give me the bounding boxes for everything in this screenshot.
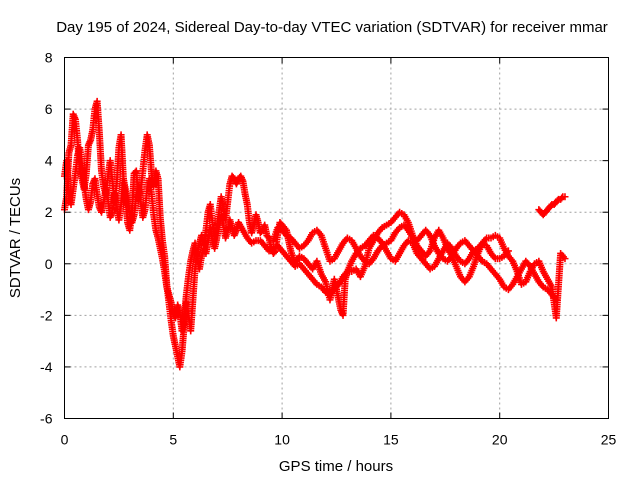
x-tick-labels: 0 5 10 15 20 25 [61, 432, 617, 448]
grid-lines [64, 57, 609, 419]
y-axis-label: SDTVAR / TECUs [7, 178, 24, 298]
y-tick-label: 8 [45, 50, 53, 66]
y-tick-label: 0 [45, 256, 53, 272]
data-point-marker [561, 255, 569, 263]
data-point-marker [264, 233, 272, 241]
y-tick-label: -2 [40, 307, 53, 323]
data-point-marker [547, 202, 555, 210]
x-tick-label: 15 [383, 432, 399, 448]
data-point-marker [504, 247, 512, 255]
data-point-marker [553, 197, 561, 205]
data-point-marker [552, 296, 560, 304]
y-tick-label: 6 [45, 101, 53, 117]
data-points [61, 97, 569, 371]
plot-frame [64, 57, 609, 419]
x-tick-label: 25 [601, 432, 617, 448]
x-axis-label: GPS time / hours [279, 458, 393, 475]
axis-ticks [64, 57, 609, 419]
x-tick-label: 20 [492, 432, 508, 448]
x-tick-label: 0 [61, 432, 69, 448]
y-tick-label: 2 [45, 204, 53, 220]
y-tick-labels: -6 -4 -2 0 2 4 6 8 [40, 50, 53, 427]
data-point-marker [561, 193, 569, 201]
x-tick-label: 10 [274, 432, 290, 448]
chart-title: Day 195 of 2024, Sidereal Day-to-day VTE… [56, 19, 608, 36]
y-tick-label: -4 [40, 359, 53, 375]
y-tick-label: -6 [40, 411, 53, 427]
data-point-marker [558, 194, 566, 202]
y-tick-label: 4 [45, 153, 53, 169]
x-tick-label: 5 [169, 432, 177, 448]
